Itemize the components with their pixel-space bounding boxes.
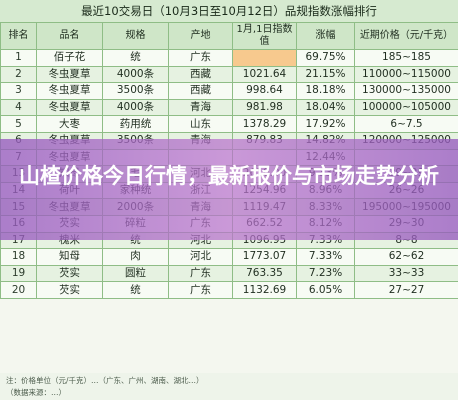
cell-rank: 19 (0, 264, 37, 283)
cell-name: 大枣 (36, 115, 103, 133)
article-title-banner: 山楂价格今日行情，最新报价与市场走势分析 (0, 139, 458, 240)
cell-rise: 7.23% (296, 264, 355, 283)
cell-origin: 广东 (168, 281, 233, 299)
cell-name: 冬虫夏草 (36, 82, 103, 100)
cell-origin: 广东 (168, 49, 233, 67)
cell-price: 110000~115000 (354, 65, 458, 84)
cell-rise: 6.05% (296, 281, 355, 299)
cell-index: 1132.69 (232, 281, 297, 299)
footnote-line-1: 注：价格单位（元/千克）…（广东、广州、湖南、湖北…） (6, 376, 204, 385)
cell-name: 冬虫夏草 (36, 65, 103, 84)
header-rise: 涨幅 (296, 22, 355, 50)
table-row: 20 芡实统广东 1132.69 6.05% 27~27 (0, 281, 458, 299)
cell-rank: 1 (0, 49, 37, 67)
header-index: 1月,1日指数值 (232, 22, 297, 50)
table-row: 18 知母肉河北 1773.07 7.33% 62~62 (0, 248, 458, 266)
cell-origin: 西藏 (168, 65, 233, 84)
cell-index: 1773.07 (232, 248, 297, 266)
header-origin: 产地 (168, 22, 233, 50)
footnote: 注：价格单位（元/千克）…（广东、广州、湖南、湖北…） （数据来源：…） (0, 373, 458, 400)
cell-price: 130000~135000 (354, 82, 458, 100)
cell-price: 6~7.5 (354, 115, 458, 133)
cell-index: 1021.64 (232, 65, 297, 84)
header-price: 近期价格（元/千克） (354, 22, 458, 50)
cell-spec: 统 (102, 49, 169, 67)
table-row: 5 大枣 药用统 山东 1378.29 17.92% 6~7.5 (0, 115, 458, 133)
cell-spec: 3500条 (102, 82, 169, 100)
cell-rise: 18.04% (296, 98, 355, 117)
cell-origin: 山东 (168, 115, 233, 133)
cell-price: 185~185 (354, 49, 458, 67)
header-spec: 规格 (102, 22, 169, 50)
cell-name: 芡实 (36, 264, 103, 283)
cell-rise: 17.92% (296, 115, 355, 133)
cell-index: 763.35 (232, 264, 297, 283)
cell-rank: 20 (0, 281, 37, 299)
cell-origin: 西藏 (168, 82, 233, 100)
cell-spec: 圆粒 (102, 264, 169, 283)
cell-origin: 青海 (168, 98, 233, 117)
cell-origin: 广东 (168, 264, 233, 283)
table-row: 2 冬虫夏草 4000条 西藏 1021.64 21.15% 110000~115000 (0, 65, 458, 84)
cell-spec: 4000条 (102, 65, 169, 84)
cell-rise: 7.33% (296, 248, 355, 266)
cell-index: 1378.29 (232, 115, 297, 133)
cell-origin: 河北 (168, 248, 233, 266)
header-name: 品名 (36, 22, 103, 50)
cell-index (232, 49, 297, 67)
cell-spec: 4000条 (102, 98, 169, 117)
cell-rank: 18 (0, 248, 37, 266)
cell-rise: 18.18% (296, 82, 355, 100)
header-rank: 排名 (0, 22, 37, 50)
cell-spec: 药用统 (102, 115, 169, 133)
cell-price: 27~27 (354, 281, 458, 299)
cell-rise: 69.75% (296, 49, 355, 67)
cell-name: 佰子花 (36, 49, 103, 67)
table-header-row: 排名 品名 规格 产地 1月,1日指数值 涨幅 近期价格（元/千克） (0, 22, 458, 50)
cell-rank: 2 (0, 65, 37, 84)
table-row: 3 冬虫夏草 3500条 西藏 998.64 18.18% 130000~135000 (0, 82, 458, 100)
footnote-line-2: （数据来源：…） (6, 388, 66, 397)
cell-spec: 统 (102, 281, 169, 299)
cell-price: 33~33 (354, 264, 458, 283)
cell-name: 芡实 (36, 281, 103, 299)
table-title: 最近10交易日（10月3日至10月12日）品规指数涨幅排行 (0, 0, 458, 22)
cell-rank: 3 (0, 82, 37, 100)
cell-price: 62~62 (354, 248, 458, 266)
cell-name: 冬虫夏草 (36, 98, 103, 117)
cell-rank: 4 (0, 98, 37, 117)
cell-rank: 5 (0, 115, 37, 133)
cell-rise: 21.15% (296, 65, 355, 84)
table-row: 19 芡实 圆粒 广东 763.35 7.23% 33~33 (0, 264, 458, 283)
table-row: 4 冬虫夏草 4000条 青海 981.98 18.04% 100000~105000 (0, 98, 458, 117)
cell-name: 知母 (36, 248, 103, 266)
cell-price: 100000~105000 (354, 98, 458, 117)
table-row: 1 佰子花统广东 69.75% 185~185 (0, 49, 458, 67)
cell-spec: 肉 (102, 248, 169, 266)
cell-index: 981.98 (232, 98, 297, 117)
cell-index: 998.64 (232, 82, 297, 100)
